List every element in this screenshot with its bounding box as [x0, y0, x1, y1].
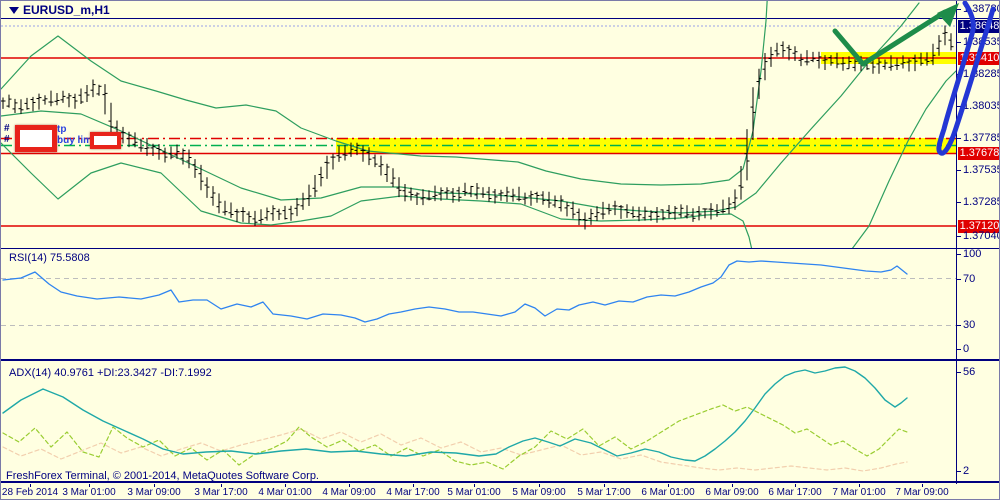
axis-tick — [956, 106, 961, 107]
timeline-tick — [859, 484, 860, 487]
adx-indicator-chart[interactable] — [1, 363, 1000, 482]
axis-tick — [956, 170, 961, 171]
timeline-label: 7 Mar 09:00 — [895, 487, 949, 498]
chart-titlebar: EURUSD_m,H1 — [1, 1, 999, 18]
adx-value-label: ADX(14) 40.9761 +DI:23.3427 -DI:7.1992 — [9, 367, 212, 379]
price-axis-border — [956, 1, 957, 484]
timeline-tick — [285, 484, 286, 487]
timeline-label: 4 Mar 09:00 — [322, 487, 376, 498]
rsi-axis-tick: 30 — [963, 319, 976, 331]
panel-divider[interactable] — [1, 359, 999, 361]
chart-symbol-title: EURUSD_m,H1 — [23, 3, 110, 17]
axis-tick — [956, 279, 961, 280]
axis-tick — [956, 372, 961, 373]
timeline-label: 5 Mar 01:00 — [447, 487, 501, 498]
timeline-label: 28 Feb 2014 — [1, 487, 59, 498]
order-buy-limit-label: buy limit — [57, 135, 99, 146]
timeline-label: 3 Mar 17:00 — [194, 487, 248, 498]
rsi-value-label: RSI(14) 75.5808 — [9, 252, 90, 264]
price-axis-tick: 1.38535 — [963, 36, 1000, 48]
order-hash-mark: # — [4, 123, 10, 134]
timeline-divider — [1, 481, 999, 483]
price-axis-tick: 1.37285 — [963, 196, 1000, 208]
timeline-tick — [922, 484, 923, 487]
axis-tick — [956, 74, 961, 75]
price-axis-tick: 1.37040 — [963, 230, 1000, 242]
timeline-label: 4 Mar 01:00 — [258, 487, 312, 498]
price-axis-tick: 1.37785 — [963, 132, 1000, 144]
timeline-label: 6 Mar 09:00 — [705, 487, 759, 498]
timeline-tick — [349, 484, 350, 487]
rsi-axis-tick: 100 — [963, 248, 982, 260]
chevron-down-icon[interactable] — [9, 7, 19, 14]
lower-support-price-label: 1.37120 — [958, 220, 1000, 233]
timeline-label: 5 Mar 09:00 — [512, 487, 566, 498]
timeline-tick — [539, 484, 540, 487]
axis-tick — [956, 42, 961, 43]
timeline-label: 3 Mar 09:00 — [127, 487, 181, 498]
axis-tick — [956, 202, 961, 203]
rsi-axis-tick: 70 — [963, 273, 976, 285]
main-price-chart[interactable] — [1, 1, 1000, 248]
timeline-tick — [795, 484, 796, 487]
order-hash-mark: # — [4, 134, 10, 145]
timeline-label: 5 Mar 17:00 — [577, 487, 631, 498]
timeline-tick — [732, 484, 733, 487]
rsi-indicator-chart[interactable] — [1, 249, 1000, 360]
timeline-label: 6 Mar 01:00 — [641, 487, 695, 498]
resistance-price-label: 1.38410 — [958, 52, 1000, 65]
redaction-box — [15, 125, 57, 152]
timeline-tick — [30, 484, 31, 487]
axis-tick — [956, 254, 961, 255]
adx-axis-tick: 56 — [963, 366, 976, 378]
panel-divider[interactable] — [1, 248, 999, 249]
timeline-tick — [604, 484, 605, 487]
support-price-label: 1.37678 — [958, 147, 1000, 160]
timeline-tick — [154, 484, 155, 487]
terminal-copyright: FreshForex Terminal, © 2001-2014, MetaQu… — [6, 470, 319, 482]
rsi-axis-tick: 0 — [963, 343, 970, 355]
timeline-label: 7 Mar 01:00 — [832, 487, 886, 498]
price-axis-tick: 1.38285 — [963, 68, 1000, 80]
timeline-label: 3 Mar 01:00 — [62, 487, 116, 498]
axis-tick — [956, 349, 961, 350]
current-price-label: 1.38648 — [958, 20, 1000, 33]
price-axis-tick: 1.37535 — [963, 164, 1000, 176]
timeline-label: 6 Mar 17:00 — [768, 487, 822, 498]
titlebar-divider — [1, 18, 999, 19]
timeline-tick — [221, 484, 222, 487]
price-axis-tick: 1.38035 — [963, 100, 1000, 112]
adx-axis-tick: 2 — [963, 465, 970, 477]
axis-tick — [956, 471, 961, 472]
axis-tick — [956, 236, 961, 237]
order-tp-label: tp — [57, 124, 67, 135]
timeline-tick — [89, 484, 90, 487]
timeline-tick — [413, 484, 414, 487]
axis-tick — [956, 138, 961, 139]
redaction-box — [90, 132, 121, 149]
timeline-tick — [668, 484, 669, 487]
timeline-tick — [474, 484, 475, 487]
timeline-label: 4 Mar 17:00 — [386, 487, 440, 498]
axis-tick — [956, 325, 961, 326]
